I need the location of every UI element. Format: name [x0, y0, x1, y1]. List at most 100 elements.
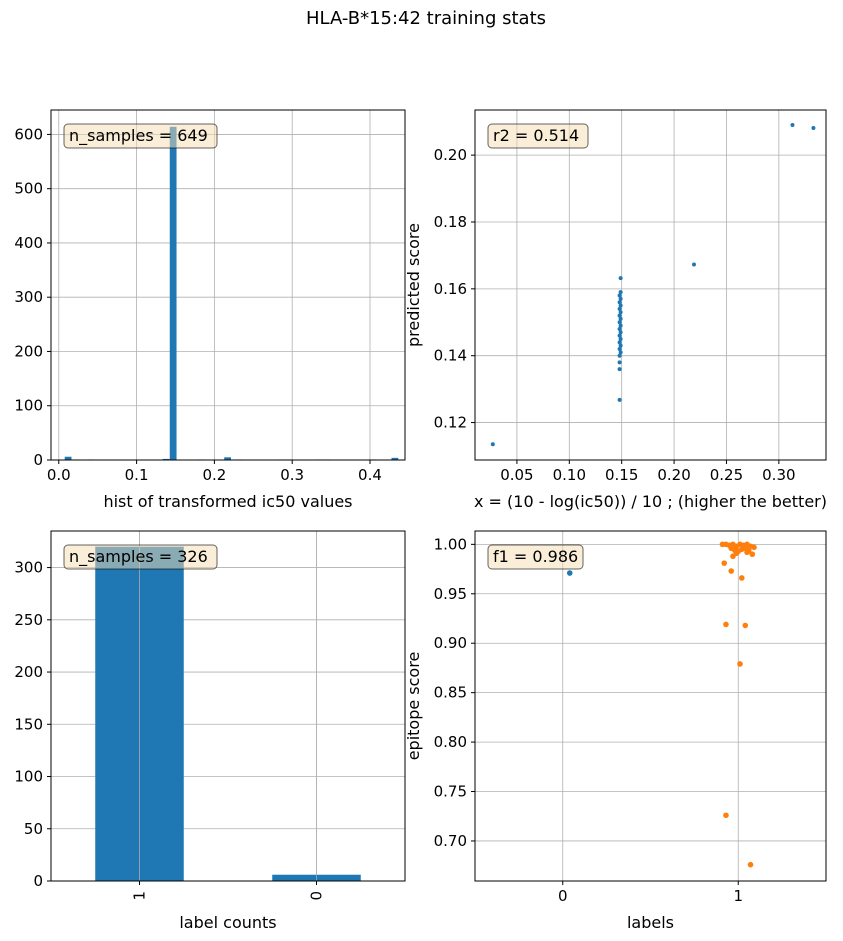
scatter-point — [617, 333, 622, 338]
y-tick-label: 0.12 — [434, 414, 467, 432]
y-tick-label: 0.18 — [434, 213, 467, 231]
y-tick-label: 1.00 — [434, 535, 467, 553]
x-axis-label: label counts — [179, 913, 276, 932]
scatter-point — [617, 353, 622, 358]
scatter-point — [744, 549, 750, 556]
scatter-point — [691, 262, 696, 267]
scatter-point — [617, 293, 622, 298]
scatter-point — [618, 303, 623, 308]
y-tick-label: 200 — [14, 342, 43, 360]
scatter-point — [617, 306, 622, 311]
x-tick-label: 0.4 — [358, 466, 382, 484]
histogram-panel: 0.0 0.1 0.2 0.3 0.4 0 100 200 300 400 500 600 hist o… — [14, 109, 406, 511]
label-counts-panel: 0 50 100 150 200 250 300 1 0 label counts n_sample… — [14, 530, 406, 932]
histogram-bar — [391, 457, 399, 460]
scatter-point — [747, 861, 754, 868]
y-tick-label: 0.14 — [434, 347, 467, 365]
y-tick-label: 0.80 — [434, 733, 467, 751]
scatter-point — [618, 330, 623, 335]
y-tick-label: 250 — [14, 611, 43, 629]
x-tick-label: 1 — [131, 891, 149, 901]
scatter-point — [751, 544, 757, 551]
x-tick-label: 0.10 — [553, 466, 586, 484]
axes-frame — [50, 109, 406, 461]
scatter-point — [737, 661, 743, 667]
x-tick-label: 0.0 — [47, 466, 71, 484]
scatter-point — [738, 575, 745, 581]
scatter-point — [618, 276, 623, 281]
x-axis-label: hist of transformed ic50 values — [103, 492, 352, 511]
scatter-point — [749, 551, 756, 558]
scatter-point — [617, 367, 622, 372]
scatter-point — [742, 622, 749, 629]
x-tick-label: 0.25 — [710, 466, 743, 484]
axes-frame — [474, 530, 827, 882]
x-axis-label: x = (10 - log(ic50)) / 10 ; (higher the … — [474, 492, 827, 511]
scatter-point — [790, 123, 795, 128]
x-tick-label: 0.20 — [657, 466, 690, 484]
y-tick-label: 200 — [14, 663, 43, 681]
x-tick-label: 0 — [308, 891, 326, 901]
scatter-point — [618, 310, 623, 315]
y-tick-label: 100 — [14, 768, 43, 786]
scatter-point — [617, 397, 622, 402]
annotation-box — [63, 544, 218, 570]
histogram-bar — [162, 458, 170, 460]
annotation-box — [487, 123, 589, 149]
x-tick-label: 0.3 — [280, 466, 304, 484]
y-tick-label: 0.95 — [434, 585, 467, 603]
scatter-point — [490, 442, 495, 447]
annotation-box — [487, 544, 584, 570]
y-tick-label: 0.20 — [434, 146, 467, 164]
annotation-text: r2 = 0.514 — [493, 126, 579, 145]
scatter-point — [618, 323, 623, 328]
y-tick-label: 400 — [14, 234, 43, 252]
scatter-point — [721, 560, 728, 566]
y-tick-label: 600 — [14, 125, 43, 143]
scatter-point — [617, 320, 622, 325]
histogram-bar — [224, 457, 231, 460]
scatter-point — [617, 347, 622, 352]
axes-frame — [50, 530, 406, 882]
regression-scatter-panel: 0.05 0.10 0.15 0.20 0.25 0.30 0.12 0.14 0.16 0.18… — [404, 109, 827, 511]
annotation-text: f1 = 0.986 — [493, 547, 578, 566]
scatter-point — [618, 336, 623, 341]
scatter-point — [811, 126, 816, 131]
annotation-text: n_samples = 326 — [69, 547, 208, 567]
y-tick-label: 0.70 — [434, 832, 467, 850]
epitope-scatter-panel: 0 1 0.70 0.75 0.80 0.85 0.90 0.95 1.00 labels epit… — [404, 530, 827, 932]
y-tick-label: 0.75 — [434, 783, 467, 801]
scatter-point — [618, 296, 623, 301]
scatter-point — [566, 570, 573, 576]
x-tick-label: 0.2 — [202, 466, 226, 484]
y-tick-label: 150 — [14, 715, 43, 733]
scatter-point — [730, 553, 736, 560]
y-tick-label: 0.90 — [434, 634, 467, 652]
x-tick-label: 0.30 — [762, 466, 795, 484]
x-tick-label: 1 — [733, 887, 743, 905]
y-tick-label: 500 — [14, 180, 43, 198]
scatter-point — [617, 360, 622, 365]
scatter-point — [728, 568, 735, 574]
x-tick-label: 0 — [558, 887, 568, 905]
annotation-box — [63, 123, 218, 149]
annotation-text: n_samples = 649 — [69, 126, 208, 146]
scatter-point — [617, 313, 622, 318]
scatter-point — [617, 300, 622, 305]
histogram-bar — [64, 456, 72, 460]
y-tick-label: 0.85 — [434, 684, 467, 702]
scatter-point — [617, 340, 622, 345]
scatter-point — [618, 316, 623, 321]
scatter-point — [618, 290, 623, 295]
histogram-bar — [169, 126, 177, 460]
y-tick-label: 300 — [14, 559, 43, 577]
y-tick-label: 300 — [14, 288, 43, 306]
x-tick-label: 0.15 — [605, 466, 638, 484]
y-tick-label: 0 — [33, 872, 43, 890]
y-tick-label: 0.16 — [434, 280, 467, 298]
scatter-point — [723, 812, 729, 819]
scatter-point — [617, 326, 622, 331]
scatter-point — [618, 350, 623, 355]
x-tick-label: 0.05 — [500, 466, 533, 484]
